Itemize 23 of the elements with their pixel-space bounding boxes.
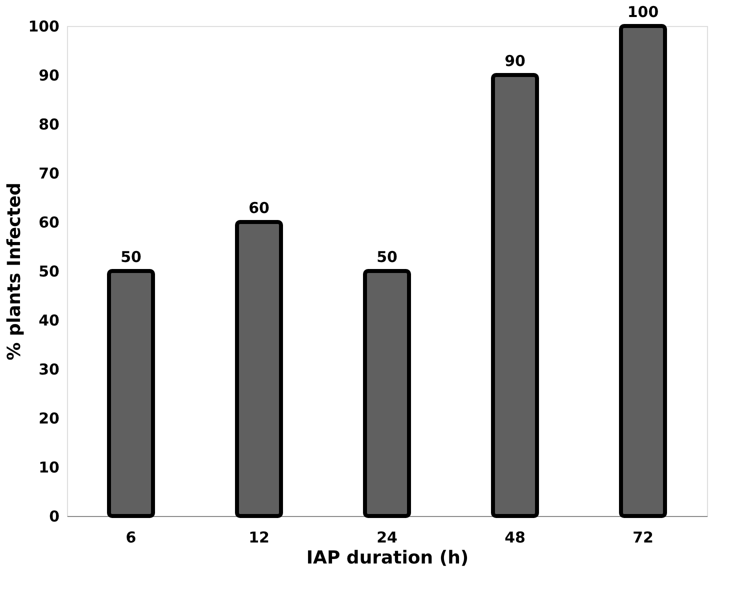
y-tick-label: 100 (28, 18, 60, 36)
y-axis-title: % plants Infected (4, 182, 26, 360)
y-tick-label: 20 (38, 410, 60, 428)
x-tick-label: 72 (632, 528, 654, 546)
y-tick-label: 0 (49, 508, 60, 526)
y-tick-label: 70 (38, 164, 60, 182)
x-axis-title: IAP duration (h) (306, 548, 469, 568)
y-tick-label: 80 (38, 116, 60, 134)
x-tick-label: 12 (248, 528, 270, 546)
y-tick-label: 60 (38, 214, 60, 232)
data-label: 50 (120, 248, 142, 266)
data-label: 100 (627, 3, 659, 21)
y-tick-label: 10 (38, 458, 60, 476)
y-tick-label: 40 (38, 312, 60, 330)
y-tick-label: 50 (38, 262, 60, 280)
x-tick-label: 6 (126, 528, 136, 546)
data-label: 90 (504, 52, 526, 70)
x-tick-label: 24 (376, 528, 398, 546)
data-label: 50 (376, 248, 398, 266)
data-label: 60 (248, 199, 270, 217)
y-tick-label: 30 (38, 360, 60, 378)
y-tick-label: 90 (38, 66, 60, 84)
x-tick-label: 48 (504, 528, 526, 546)
